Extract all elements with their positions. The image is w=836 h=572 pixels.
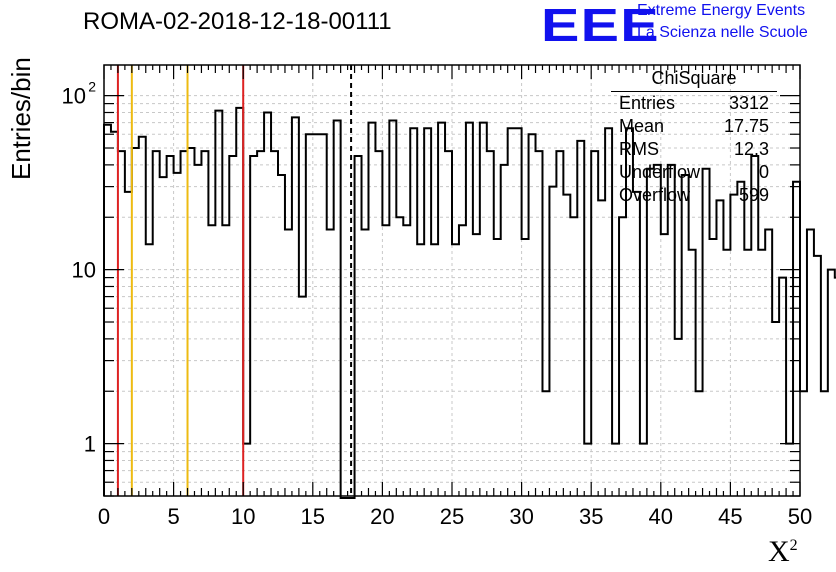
stats-box: ChiSquare Entries 3312 Mean 17.75 RMS 12.3 …: [611, 64, 777, 207]
eee-logo: EEE: [541, 0, 660, 51]
chart-title: ROMA-02-2018-12-18-00111: [83, 8, 392, 35]
stats-row-rms: RMS 12.3: [619, 139, 769, 159]
y-tick-exponent: 2: [88, 79, 96, 95]
logo-line-1: Extreme Energy Events: [637, 2, 806, 19]
x-tick-label: 30: [509, 504, 533, 529]
x-tick-label: 50: [788, 504, 812, 529]
x-tick-label: 45: [718, 504, 742, 529]
stats-title: ChiSquare: [611, 64, 777, 92]
x-tick-label: 0: [98, 504, 110, 529]
y-tick-label: 10: [62, 84, 86, 109]
y-tick-label: 10: [72, 258, 96, 283]
x-tick-label: 5: [167, 504, 179, 529]
x-tick-label: 25: [440, 504, 464, 529]
x-tick-label: 40: [649, 504, 673, 529]
logo-line-2: La Scienza nelle Scuole: [637, 24, 808, 41]
x-tick-label: 15: [301, 504, 325, 529]
histogram-series: [103, 106, 836, 499]
stats-row-entries: Entries 3312: [619, 93, 769, 113]
stats-row-overflow: Overflow 599: [619, 185, 769, 205]
stats-row-mean: Mean 17.75: [619, 116, 769, 136]
y-axis-label: Entries/bin: [6, 57, 36, 180]
x-tick-label: 20: [370, 504, 394, 529]
stats-row-underflow: Underflow 0: [619, 162, 769, 182]
x-tick-label: 10: [231, 504, 255, 529]
y-tick-label: 1: [84, 432, 96, 457]
x-tick-label: 35: [579, 504, 603, 529]
x-axis-label: X2: [768, 535, 798, 568]
